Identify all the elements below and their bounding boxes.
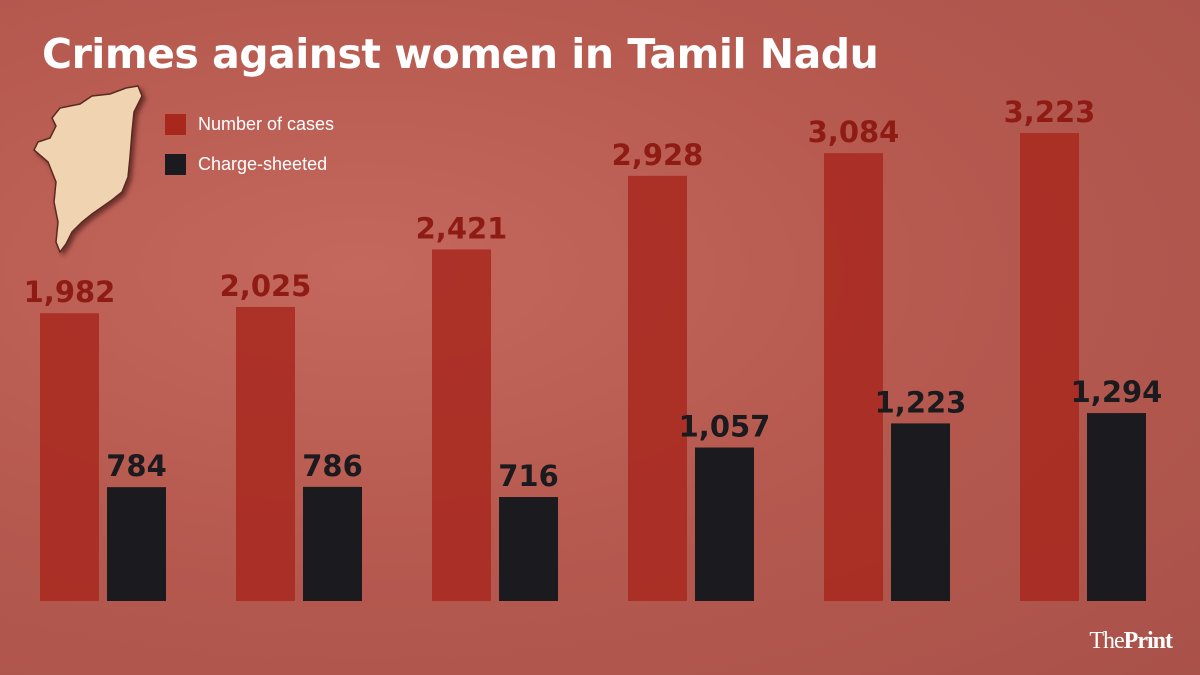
label-chargesheeted-1: 786 xyxy=(302,449,363,483)
label-chargesheeted-5: 1,294 xyxy=(1071,375,1163,409)
label-cases-0: 1,982 xyxy=(24,275,116,309)
bar-cases-2 xyxy=(432,249,491,601)
legend-swatch-cases xyxy=(165,113,186,135)
bar-cases-0 xyxy=(40,313,99,601)
bar-chargesheeted-0 xyxy=(107,487,166,601)
legend-label-cases: Number of cases xyxy=(198,113,335,134)
label-chargesheeted-3: 1,057 xyxy=(679,410,771,444)
legend-label-chargesheeted: Charge-sheeted xyxy=(198,153,328,174)
bar-chargesheeted-2 xyxy=(499,497,558,601)
bar-chargesheeted-5 xyxy=(1087,413,1146,601)
bar-cases-4 xyxy=(824,153,883,601)
legend: Number of cases Charge-sheeted xyxy=(165,112,334,192)
chart-title: Crimes against women in Tamil Nadu xyxy=(42,30,879,78)
bar-cases-5 xyxy=(1020,133,1079,601)
legend-item-cases: Number of cases xyxy=(165,112,334,136)
label-cases-5: 3,223 xyxy=(1004,95,1096,129)
label-cases-1: 2,025 xyxy=(220,269,312,303)
legend-swatch-chargesheeted xyxy=(165,153,186,175)
bar-chargesheeted-3 xyxy=(695,447,754,601)
label-cases-2: 2,421 xyxy=(416,211,508,245)
label-cases-4: 3,084 xyxy=(808,115,900,149)
label-chargesheeted-2: 716 xyxy=(498,459,559,493)
bar-chargesheeted-1 xyxy=(303,486,362,601)
bar-chargesheeted-4 xyxy=(891,423,950,601)
bar-cases-3 xyxy=(628,175,687,601)
label-chargesheeted-4: 1,223 xyxy=(875,385,967,419)
tamil-nadu-map-icon xyxy=(33,85,143,254)
theprint-logo: ThePrint xyxy=(1089,628,1173,655)
legend-item-chargesheeted: Charge-sheeted xyxy=(165,152,334,176)
logo-the: The xyxy=(1089,628,1124,654)
label-cases-3: 2,928 xyxy=(612,138,704,172)
bar-cases-1 xyxy=(236,306,295,601)
logo-print: Print xyxy=(1123,628,1173,654)
label-chargesheeted-0: 784 xyxy=(106,449,167,483)
